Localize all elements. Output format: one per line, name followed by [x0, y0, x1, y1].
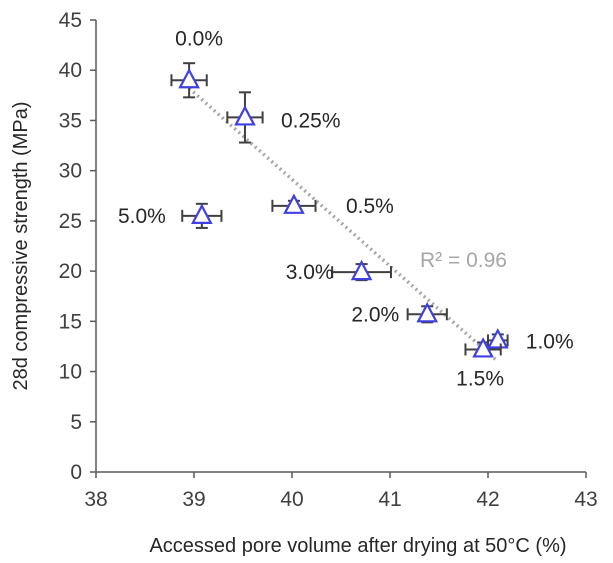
x-tick-label: 38	[84, 488, 107, 511]
x-tick-label: 43	[574, 488, 597, 511]
point-label: 0.25%	[281, 109, 341, 132]
triangle-marker	[416, 301, 439, 323]
x-tick-label: 41	[378, 488, 401, 511]
point-label: 1.0%	[526, 330, 574, 353]
data-point	[271, 193, 317, 214]
y-tick-label: 35	[59, 109, 82, 132]
y-tick-label: 40	[59, 59, 82, 82]
y-tick-label: 5	[70, 411, 82, 434]
data-point	[181, 202, 223, 229]
x-tick-label: 42	[476, 488, 499, 511]
data-point	[226, 91, 264, 144]
y-tick-label: 20	[59, 260, 82, 283]
triangle-marker	[472, 337, 494, 358]
triangle-marker	[234, 105, 256, 126]
x-tick-label: 40	[280, 488, 303, 511]
data-point	[486, 328, 509, 349]
point-labels: 0.0% 0.25% 0.5% 5.0% 3.0% 2.0% 1.0% 1.5%	[118, 27, 574, 390]
triangle-marker	[191, 203, 213, 224]
point-label: 2.0%	[351, 303, 399, 326]
triangle-marker	[178, 67, 200, 89]
data-points	[170, 62, 509, 358]
trendline: R² = 0.96	[187, 86, 507, 363]
y-tick-label: 45	[59, 9, 82, 32]
y-axis-title: 28d compressive strength (MPa)	[10, 101, 32, 390]
point-label: 5.0%	[118, 205, 166, 228]
triangle-marker	[283, 193, 305, 214]
y-tick-label: 0	[70, 461, 82, 484]
data-point	[331, 259, 392, 282]
point-label: 0.5%	[346, 195, 394, 218]
y-tick-label: 25	[59, 210, 82, 233]
point-label: 0.0%	[175, 27, 223, 50]
data-point	[406, 301, 448, 324]
data-point	[170, 62, 208, 99]
point-label: 1.5%	[456, 367, 504, 390]
triangle-marker	[350, 259, 373, 281]
axes: 0 5 10 15 20 25 30 35 40 45 38 39 40 41 42 43	[59, 9, 598, 511]
y-tick-label: 30	[59, 160, 82, 183]
y-tick-label: 15	[59, 310, 82, 333]
x-tick-label: 39	[182, 488, 205, 511]
y-tick-label: 10	[59, 361, 82, 384]
triangle-marker	[486, 328, 509, 349]
trendline-path	[187, 86, 499, 363]
r2-label: R² = 0.96	[420, 249, 507, 272]
data-point	[464, 337, 502, 358]
x-axis-title: Accessed pore volume after drying at 50°…	[149, 535, 566, 557]
point-label: 3.0%	[286, 261, 334, 284]
